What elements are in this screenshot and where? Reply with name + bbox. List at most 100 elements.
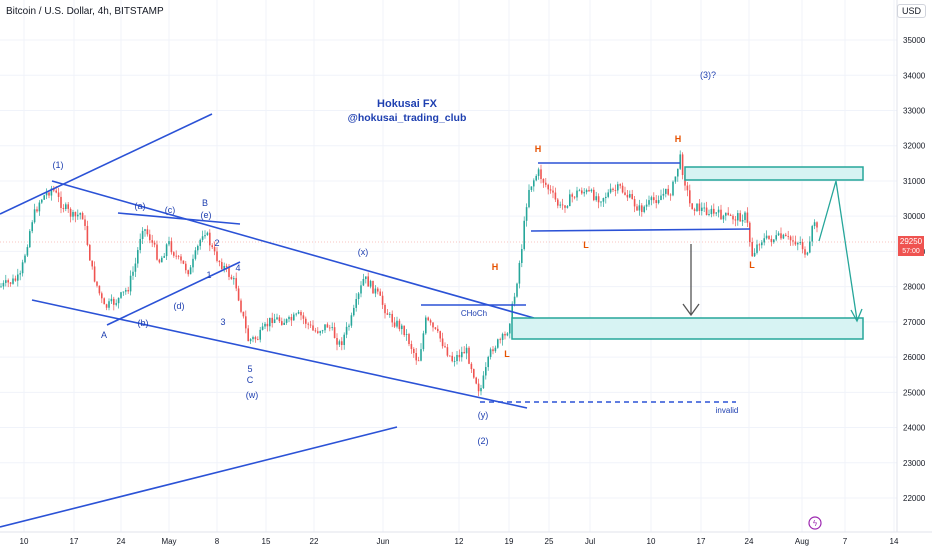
candle-body — [77, 214, 79, 217]
candle-body — [650, 197, 653, 201]
candle-body — [727, 212, 729, 215]
candle-body — [564, 205, 566, 208]
candle-body — [281, 321, 283, 325]
candle-body — [614, 190, 617, 191]
candle-body — [9, 282, 12, 284]
candle-body — [101, 293, 103, 299]
candle-body — [113, 298, 115, 305]
candle-body — [679, 154, 681, 169]
wave-label: (x) — [358, 247, 369, 257]
candle-body — [365, 276, 367, 279]
event-icon[interactable] — [808, 516, 822, 530]
candle-body — [132, 271, 134, 276]
candle-body — [509, 323, 511, 334]
candle-body — [713, 208, 715, 214]
x-tick-label: 17 — [70, 537, 79, 546]
candle-body — [12, 278, 14, 284]
candle-body — [609, 188, 612, 193]
candle-body — [645, 204, 648, 207]
wave-label: (3)? — [700, 70, 716, 80]
x-tick-label: 24 — [117, 537, 126, 546]
candle-body — [636, 206, 638, 211]
candle-body — [677, 168, 679, 177]
candle-body — [408, 334, 410, 345]
candle-body — [705, 207, 708, 216]
candle-body — [125, 290, 127, 292]
candle-body — [14, 278, 17, 281]
candle-body — [48, 192, 50, 196]
choch-label: CHoCh — [461, 309, 487, 318]
demand-zone — [511, 317, 864, 340]
candle-body — [770, 238, 773, 243]
candle-body — [751, 241, 753, 257]
candle-body — [357, 293, 360, 300]
candle-body — [571, 194, 573, 197]
x-tick-label: 8 — [215, 537, 220, 546]
candle-body — [588, 189, 590, 192]
candle-body — [31, 222, 33, 232]
candle-body — [813, 222, 816, 227]
candle-body — [21, 262, 24, 274]
candle-body — [204, 235, 206, 237]
candle-body — [549, 189, 552, 191]
projection-path — [818, 180, 863, 323]
candle-body — [425, 317, 427, 334]
candle-body — [463, 351, 465, 354]
candle-body — [725, 212, 727, 216]
candle-body — [461, 351, 463, 358]
candle-body — [737, 213, 739, 221]
candle-body — [271, 317, 273, 323]
candle-body — [792, 240, 794, 242]
candle-body — [422, 333, 425, 350]
candle-body — [410, 344, 413, 349]
candle-body — [732, 215, 734, 220]
candle-body — [691, 203, 693, 210]
candle-body — [492, 349, 494, 352]
candle-body — [141, 230, 144, 239]
candle-body — [480, 388, 482, 392]
candle-body — [686, 185, 689, 191]
candle-body — [209, 232, 211, 246]
candle-body — [413, 348, 415, 354]
candle-body — [811, 226, 813, 242]
candle-body — [648, 200, 650, 205]
candle-body — [194, 250, 197, 259]
candle-body — [516, 283, 518, 297]
supply-zone — [684, 166, 864, 181]
trendlines — [0, 113, 751, 528]
candle-body — [485, 367, 487, 376]
candle-body — [326, 324, 329, 328]
x-tick-label: Jul — [585, 537, 595, 546]
candle-body — [701, 207, 703, 211]
candle-body — [225, 265, 228, 268]
wave-label: 3 — [220, 317, 225, 327]
candle-body — [468, 347, 470, 364]
candle-body — [324, 324, 326, 331]
candle-body — [626, 194, 629, 198]
candle-body — [511, 303, 513, 324]
wave-label: (2) — [478, 436, 489, 446]
wave-label: (y) — [478, 410, 489, 420]
currency-button[interactable]: USD — [896, 4, 926, 18]
candle-body — [633, 199, 636, 207]
candle-body — [403, 325, 405, 335]
wave-label: (e) — [201, 210, 212, 220]
candle-body — [741, 219, 744, 222]
x-tick-label: 19 — [505, 537, 514, 546]
candle-body — [763, 238, 765, 243]
candle-body — [189, 267, 192, 275]
candle-body — [566, 206, 569, 208]
candle-body — [537, 169, 540, 176]
candle-body — [602, 198, 605, 202]
candle-body — [552, 190, 554, 193]
wave-label: (a) — [135, 201, 146, 211]
candle-body — [369, 280, 372, 287]
candle-body — [583, 192, 585, 194]
candle-body — [127, 290, 129, 292]
candle-body — [465, 347, 468, 354]
y-tick-label: 32000 — [903, 142, 926, 151]
candle-body — [264, 323, 266, 327]
candle-body — [545, 182, 547, 185]
invalid-label: invalid — [716, 406, 739, 415]
